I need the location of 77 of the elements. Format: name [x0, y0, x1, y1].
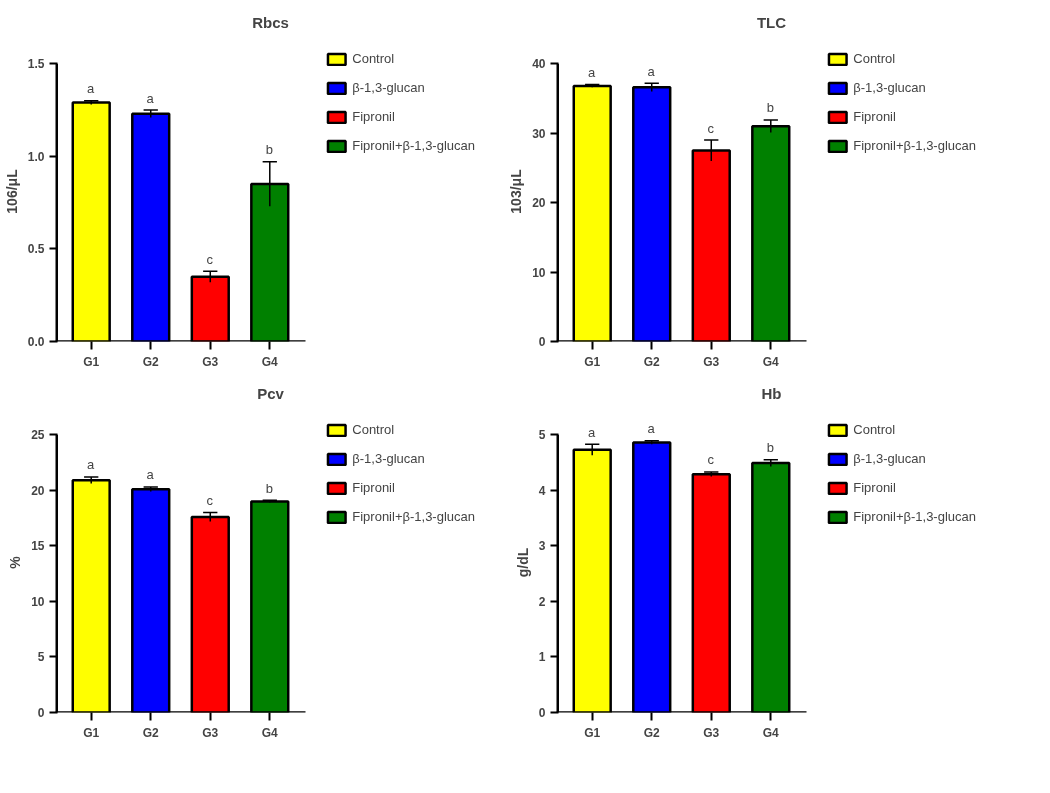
annotation: c — [707, 452, 714, 468]
x-tick-label: G4 — [762, 725, 780, 740]
annotation: a — [588, 65, 596, 81]
x-tick-label: G3 — [202, 354, 219, 369]
y-tick-label: 0 — [538, 706, 546, 720]
legend-label: Fipronil+β-1,3-glucan — [352, 138, 475, 153]
y-tick-label: 3 — [538, 539, 546, 554]
x-tick-label: G1 — [584, 725, 601, 740]
y-axis-title: g/dL — [514, 547, 531, 578]
annotation: b — [766, 440, 774, 456]
x-tick-label: G3 — [703, 354, 720, 369]
y-tick-label: 20 — [532, 196, 546, 211]
legend-label: Fipronil+β-1,3-glucan — [352, 509, 475, 524]
y-tick-label: 2 — [538, 594, 546, 609]
x-tick-label: G1 — [83, 725, 100, 740]
annotation: b — [766, 100, 774, 116]
x-tick-label: G4 — [261, 354, 279, 369]
y-tick-label: 1.5 — [27, 57, 45, 72]
x-tick-label: G2 — [643, 354, 661, 369]
legend-label: Fipronil — [352, 480, 395, 495]
y-tick-label: 25 — [31, 428, 45, 443]
y-tick-label: 30 — [532, 126, 546, 141]
x-tick-label: G2 — [142, 354, 160, 369]
y-tick-label: 40 — [532, 57, 546, 72]
legend-label: β-1,3-glucan — [352, 451, 425, 466]
y-tick-label: 0.5 — [27, 242, 45, 257]
x-tick-label: G1 — [83, 354, 100, 369]
y-tick-label: 4 — [538, 483, 546, 498]
x-tick-label: G4 — [261, 725, 279, 740]
legend-label: Fipronil — [853, 109, 896, 124]
y-tick-label: 1.0 — [27, 149, 45, 164]
x-tick-label: G4 — [762, 354, 780, 369]
y-tick-label: 1 — [538, 650, 546, 665]
x-tick-label: G3 — [703, 725, 720, 740]
legend-label: Control — [853, 422, 896, 437]
y-tick-label: 0 — [538, 335, 546, 349]
legend-label: β-1,3-glucan — [352, 80, 425, 95]
y-axis-title: 103/μL — [508, 168, 525, 214]
legend-label: Fipronil+β-1,3-glucan — [853, 509, 976, 524]
legend-label: β-1,3-glucan — [853, 80, 926, 95]
legend-label: Fipronil+β-1,3-glucan — [853, 138, 976, 153]
annotation: a — [146, 467, 154, 483]
x-tick-label: G3 — [202, 725, 219, 740]
y-tick-label: 5 — [538, 428, 546, 443]
x-tick-label: G1 — [584, 354, 601, 369]
annotation: a — [647, 63, 655, 79]
annotation: c — [206, 493, 213, 508]
annotation: b — [265, 480, 273, 496]
annotation: a — [146, 90, 154, 106]
chart-title: Rbcs — [252, 13, 289, 31]
y-tick-label: 10 — [532, 265, 546, 280]
annotation: a — [87, 81, 95, 97]
y-tick-label: 15 — [31, 539, 45, 554]
legend-label: Control — [352, 422, 395, 437]
y-axis-title: 106/μL — [3, 168, 20, 214]
annotation: c — [707, 120, 714, 136]
annotation: a — [87, 457, 95, 473]
legend-label: Control — [352, 51, 395, 66]
y-tick-label: 10 — [31, 594, 45, 609]
y-tick-label: 0 — [37, 706, 45, 720]
chart-title: Hb — [761, 384, 782, 402]
annotation: c — [206, 251, 213, 267]
x-tick-label: G2 — [142, 725, 160, 740]
x-tick-label: G2 — [643, 725, 661, 740]
y-tick-label: 0.0 — [27, 335, 45, 349]
annotation: b — [265, 142, 273, 158]
chart-title: TLC — [756, 13, 787, 31]
legend-label: Fipronil — [853, 480, 896, 495]
y-axis-title: % — [7, 555, 24, 569]
annotation: a — [588, 424, 596, 440]
y-tick-label: 5 — [37, 650, 45, 665]
annotation: a — [647, 421, 655, 437]
y-tick-label: 20 — [31, 483, 45, 498]
legend-label: β-1,3-glucan — [853, 451, 926, 466]
legend-label: Fipronil — [352, 109, 395, 124]
legend-label: Control — [853, 51, 896, 66]
chart-title: Pcv — [257, 384, 285, 402]
